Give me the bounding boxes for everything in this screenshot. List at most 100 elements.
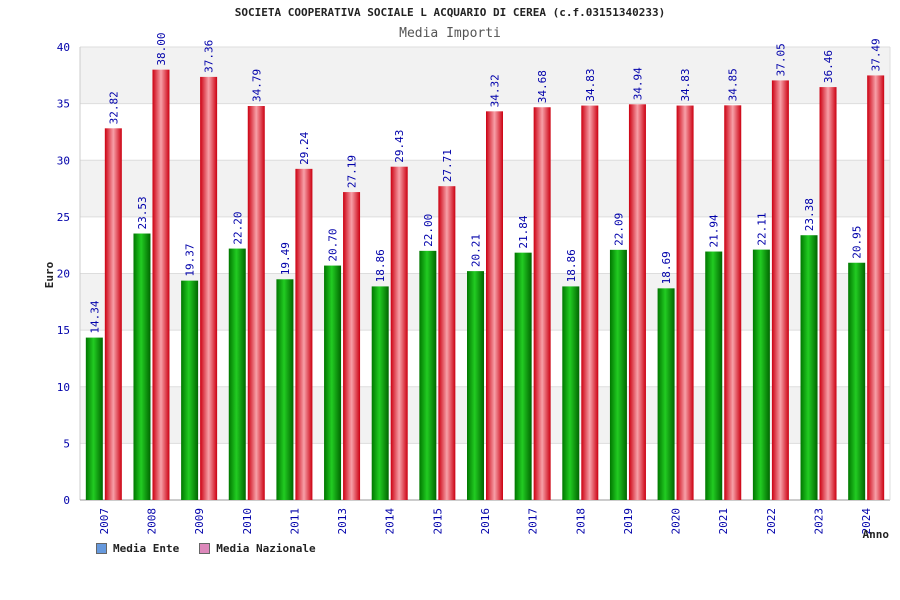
legend-label-nazionale: Media Nazionale bbox=[216, 542, 316, 555]
data-label: 37.36 bbox=[203, 40, 216, 73]
data-label: 37.05 bbox=[774, 43, 787, 76]
data-label: 34.83 bbox=[679, 68, 692, 101]
x-tick-label: 2013 bbox=[336, 508, 349, 535]
bar-media-nazionale-2018 bbox=[581, 105, 599, 501]
legend-item-ente: Media Ente bbox=[96, 542, 179, 555]
legend-swatch-nazionale bbox=[199, 543, 211, 554]
data-label: 22.11 bbox=[755, 212, 768, 245]
data-label: 21.94 bbox=[708, 214, 721, 247]
chart-subtitle: Media Importi bbox=[399, 26, 501, 41]
legend-label-ente: Media Ente bbox=[113, 542, 180, 555]
x-tick-label: 2020 bbox=[670, 508, 683, 535]
x-tick-label: 2007 bbox=[98, 508, 111, 535]
bar-media-ente-2016 bbox=[467, 271, 484, 500]
data-label: 20.21 bbox=[470, 234, 483, 267]
x-tick-label: 2021 bbox=[717, 508, 730, 535]
bar-media-ente-2011 bbox=[276, 279, 294, 500]
bar-media-nazionale-2016 bbox=[486, 111, 503, 501]
x-tick-label: 2016 bbox=[479, 508, 492, 535]
data-label: 34.85 bbox=[727, 68, 740, 101]
data-label: 34.68 bbox=[536, 70, 549, 103]
legend-swatch-ente bbox=[96, 543, 107, 554]
bar-media-nazionale-2020 bbox=[676, 105, 694, 501]
y-tick-label: 40 bbox=[57, 41, 70, 54]
legend-item-nazionale: Media Nazionale bbox=[199, 542, 316, 555]
y-tick-label: 25 bbox=[57, 211, 70, 224]
bar-media-ente-2024 bbox=[848, 262, 866, 500]
data-label: 29.43 bbox=[393, 130, 406, 163]
y-tick-label: 10 bbox=[57, 381, 70, 394]
data-label: 23.53 bbox=[136, 196, 149, 229]
data-label: 21.84 bbox=[517, 215, 530, 248]
x-tick-label: 2018 bbox=[574, 508, 587, 535]
x-tick-label: 2017 bbox=[527, 508, 540, 535]
data-label: 18.69 bbox=[660, 251, 673, 284]
x-tick-label: 2015 bbox=[431, 508, 444, 535]
bar-media-ente-2022 bbox=[752, 249, 770, 500]
bar-media-nazionale-2007 bbox=[104, 128, 122, 500]
y-axis-label: Euro bbox=[43, 261, 56, 288]
data-label: 34.94 bbox=[631, 67, 644, 100]
bar-media-nazionale-2024 bbox=[867, 75, 885, 500]
bar-media-ente-2023 bbox=[800, 235, 818, 500]
bar-media-ente-2021 bbox=[705, 251, 723, 500]
data-label: 20.95 bbox=[851, 226, 864, 259]
bar-media-nazionale-2013 bbox=[343, 192, 361, 501]
data-label: 38.00 bbox=[155, 33, 168, 66]
x-tick-label: 2019 bbox=[622, 508, 635, 535]
data-label: 20.70 bbox=[327, 228, 340, 261]
data-label: 27.19 bbox=[346, 155, 359, 188]
x-tick-label: 2024 bbox=[860, 508, 873, 535]
bar-media-nazionale-2015 bbox=[438, 186, 456, 500]
data-label: 23.38 bbox=[803, 198, 816, 231]
y-tick-label: 5 bbox=[63, 437, 70, 450]
y-tick-label: 20 bbox=[57, 268, 70, 281]
data-label: 37.49 bbox=[870, 38, 883, 71]
data-label: 19.49 bbox=[279, 242, 292, 275]
x-tick-label: 2011 bbox=[288, 508, 301, 535]
y-tick-label: 0 bbox=[63, 494, 70, 507]
data-label: 14.34 bbox=[88, 300, 101, 333]
data-label: 36.46 bbox=[822, 50, 835, 83]
data-label: 18.86 bbox=[374, 249, 387, 282]
bar-media-ente-2019 bbox=[609, 249, 627, 500]
bar-media-ente-2013 bbox=[324, 265, 342, 500]
bar-media-nazionale-2022 bbox=[771, 80, 789, 500]
bar-media-ente-2009 bbox=[181, 280, 199, 500]
bar-media-ente-2014 bbox=[371, 286, 389, 500]
bar-media-nazionale-2009 bbox=[200, 76, 218, 500]
data-label: 34.32 bbox=[489, 74, 502, 107]
data-label: 19.37 bbox=[184, 244, 197, 277]
bar-media-ente-2010 bbox=[228, 248, 246, 500]
data-label: 34.83 bbox=[584, 68, 597, 101]
bar-media-nazionale-2010 bbox=[247, 106, 265, 501]
bar-media-ente-2020 bbox=[657, 288, 675, 500]
x-tick-label: 2023 bbox=[813, 508, 826, 535]
x-tick-label: 2014 bbox=[384, 508, 397, 535]
data-label: 22.20 bbox=[231, 211, 244, 244]
x-tick-label: 2010 bbox=[241, 508, 254, 535]
bar-media-ente-2007 bbox=[85, 337, 103, 500]
bar-media-nazionale-2023 bbox=[819, 87, 837, 500]
bar-media-nazionale-2014 bbox=[390, 166, 408, 500]
x-tick-label: 2009 bbox=[193, 508, 206, 535]
y-tick-label: 15 bbox=[57, 324, 70, 337]
x-tick-label: 2008 bbox=[145, 508, 158, 535]
x-axis-label: Anno bbox=[863, 528, 890, 541]
bar-media-nazionale-2019 bbox=[628, 104, 646, 500]
x-tick-label: 2022 bbox=[765, 508, 778, 535]
data-label: 18.86 bbox=[565, 249, 578, 282]
data-label: 22.00 bbox=[422, 214, 435, 247]
data-label: 32.82 bbox=[107, 91, 120, 124]
bar-media-ente-2008 bbox=[133, 233, 151, 500]
bar-media-ente-2017 bbox=[514, 252, 532, 500]
data-label: 34.79 bbox=[250, 69, 263, 102]
bar-media-ente-2018 bbox=[562, 286, 580, 500]
data-label: 29.24 bbox=[298, 131, 311, 164]
y-tick-label: 35 bbox=[57, 98, 70, 111]
bar-media-ente-2015 bbox=[419, 250, 437, 500]
data-label: 27.71 bbox=[441, 149, 454, 182]
bar-media-nazionale-2008 bbox=[152, 69, 170, 501]
chart-title: SOCIETA COOPERATIVA SOCIALE L ACQUARIO D… bbox=[234, 6, 666, 19]
